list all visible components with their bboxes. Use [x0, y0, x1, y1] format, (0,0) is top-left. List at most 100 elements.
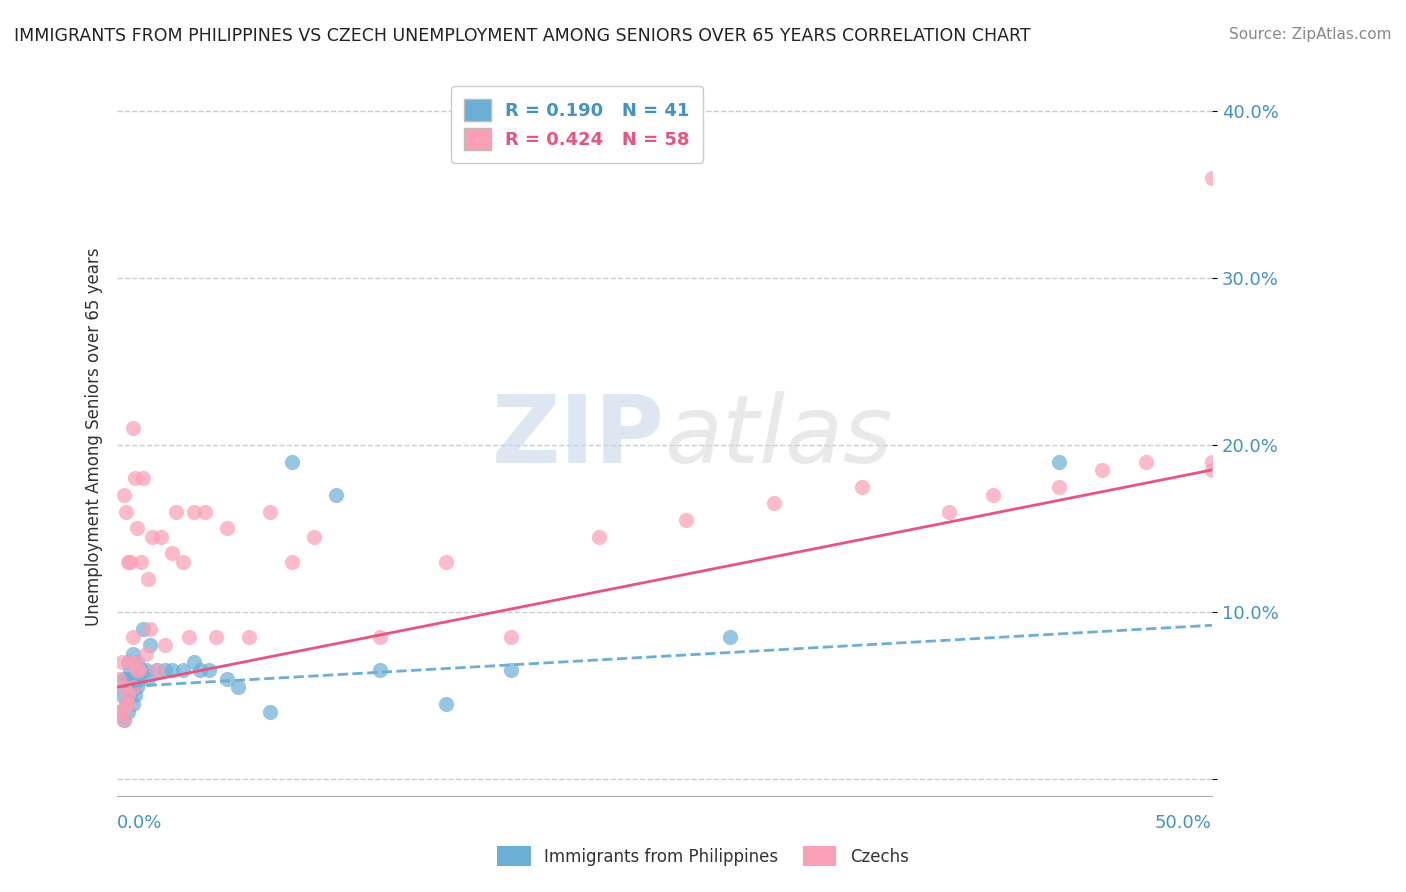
Text: IMMIGRANTS FROM PHILIPPINES VS CZECH UNEMPLOYMENT AMONG SENIORS OVER 65 YEARS CO: IMMIGRANTS FROM PHILIPPINES VS CZECH UNE… — [14, 27, 1031, 45]
Point — [160, 546, 183, 560]
Point — [198, 664, 221, 678]
Point — [108, 705, 131, 719]
Point — [259, 505, 281, 519]
Point — [110, 705, 132, 719]
Point — [129, 555, 152, 569]
Point — [115, 697, 138, 711]
Point — [117, 555, 139, 569]
Point — [1201, 454, 1223, 468]
Point — [117, 655, 139, 669]
Point — [215, 672, 238, 686]
Point — [132, 622, 155, 636]
Point — [259, 705, 281, 719]
Text: atlas: atlas — [665, 391, 893, 482]
Point — [125, 680, 148, 694]
Point — [108, 672, 131, 686]
Point — [128, 672, 150, 686]
Point — [501, 630, 523, 644]
Point — [434, 697, 457, 711]
Point — [155, 664, 177, 678]
Point — [1047, 480, 1070, 494]
Point — [120, 664, 142, 678]
Point — [136, 672, 159, 686]
Point — [121, 680, 143, 694]
Point — [183, 655, 205, 669]
Point — [149, 530, 172, 544]
Point — [124, 655, 146, 669]
Point — [763, 496, 786, 510]
Point — [121, 647, 143, 661]
Point — [675, 513, 697, 527]
Point — [121, 697, 143, 711]
Point — [141, 530, 163, 544]
Point — [718, 630, 741, 644]
Point — [121, 680, 143, 694]
Point — [136, 572, 159, 586]
Point — [1201, 170, 1223, 185]
Point — [1135, 454, 1157, 468]
Point — [124, 689, 146, 703]
Point — [129, 664, 152, 678]
Point — [145, 664, 167, 678]
Point — [115, 697, 138, 711]
Point — [112, 714, 135, 728]
Point — [117, 689, 139, 703]
Point — [851, 480, 873, 494]
Point — [139, 622, 162, 636]
Point — [302, 530, 325, 544]
Point — [135, 664, 157, 678]
Point — [139, 638, 162, 652]
Legend: R = 0.190   N = 41, R = 0.424   N = 58: R = 0.190 N = 41, R = 0.424 N = 58 — [451, 87, 703, 163]
Point — [172, 555, 194, 569]
Point — [160, 664, 183, 678]
Point — [226, 680, 249, 694]
Text: Source: ZipAtlas.com: Source: ZipAtlas.com — [1229, 27, 1392, 42]
Point — [1201, 463, 1223, 477]
Point — [183, 505, 205, 519]
Point — [368, 664, 391, 678]
Point — [112, 680, 135, 694]
Text: ZIP: ZIP — [492, 391, 665, 483]
Legend: Immigrants from Philippines, Czechs: Immigrants from Philippines, Czechs — [489, 838, 917, 875]
Point — [172, 664, 194, 678]
Point — [204, 630, 226, 644]
Point — [110, 655, 132, 669]
Text: 0.0%: 0.0% — [117, 814, 163, 831]
Point — [938, 505, 960, 519]
Point — [368, 630, 391, 644]
Point — [238, 630, 260, 644]
Point — [112, 488, 135, 502]
Point — [145, 664, 167, 678]
Point — [117, 697, 139, 711]
Point — [124, 471, 146, 485]
Point — [434, 555, 457, 569]
Point — [120, 655, 142, 669]
Point — [981, 488, 1004, 502]
Point — [281, 454, 304, 468]
Point — [325, 488, 347, 502]
Point — [215, 521, 238, 535]
Point — [124, 672, 146, 686]
Point — [120, 555, 142, 569]
Point — [155, 638, 177, 652]
Point — [108, 705, 131, 719]
Point — [112, 714, 135, 728]
Point — [125, 521, 148, 535]
Point — [117, 705, 139, 719]
Point — [165, 505, 187, 519]
Point — [125, 664, 148, 678]
Point — [501, 664, 523, 678]
Point — [281, 555, 304, 569]
Point — [135, 647, 157, 661]
Point — [112, 672, 135, 686]
Text: 50.0%: 50.0% — [1156, 814, 1212, 831]
Point — [110, 689, 132, 703]
Point — [115, 672, 138, 686]
Point — [125, 655, 148, 669]
Point — [117, 672, 139, 686]
Y-axis label: Unemployment Among Seniors over 65 years: Unemployment Among Seniors over 65 years — [86, 247, 103, 626]
Point — [121, 630, 143, 644]
Point — [190, 664, 212, 678]
Point — [1091, 463, 1114, 477]
Point — [115, 505, 138, 519]
